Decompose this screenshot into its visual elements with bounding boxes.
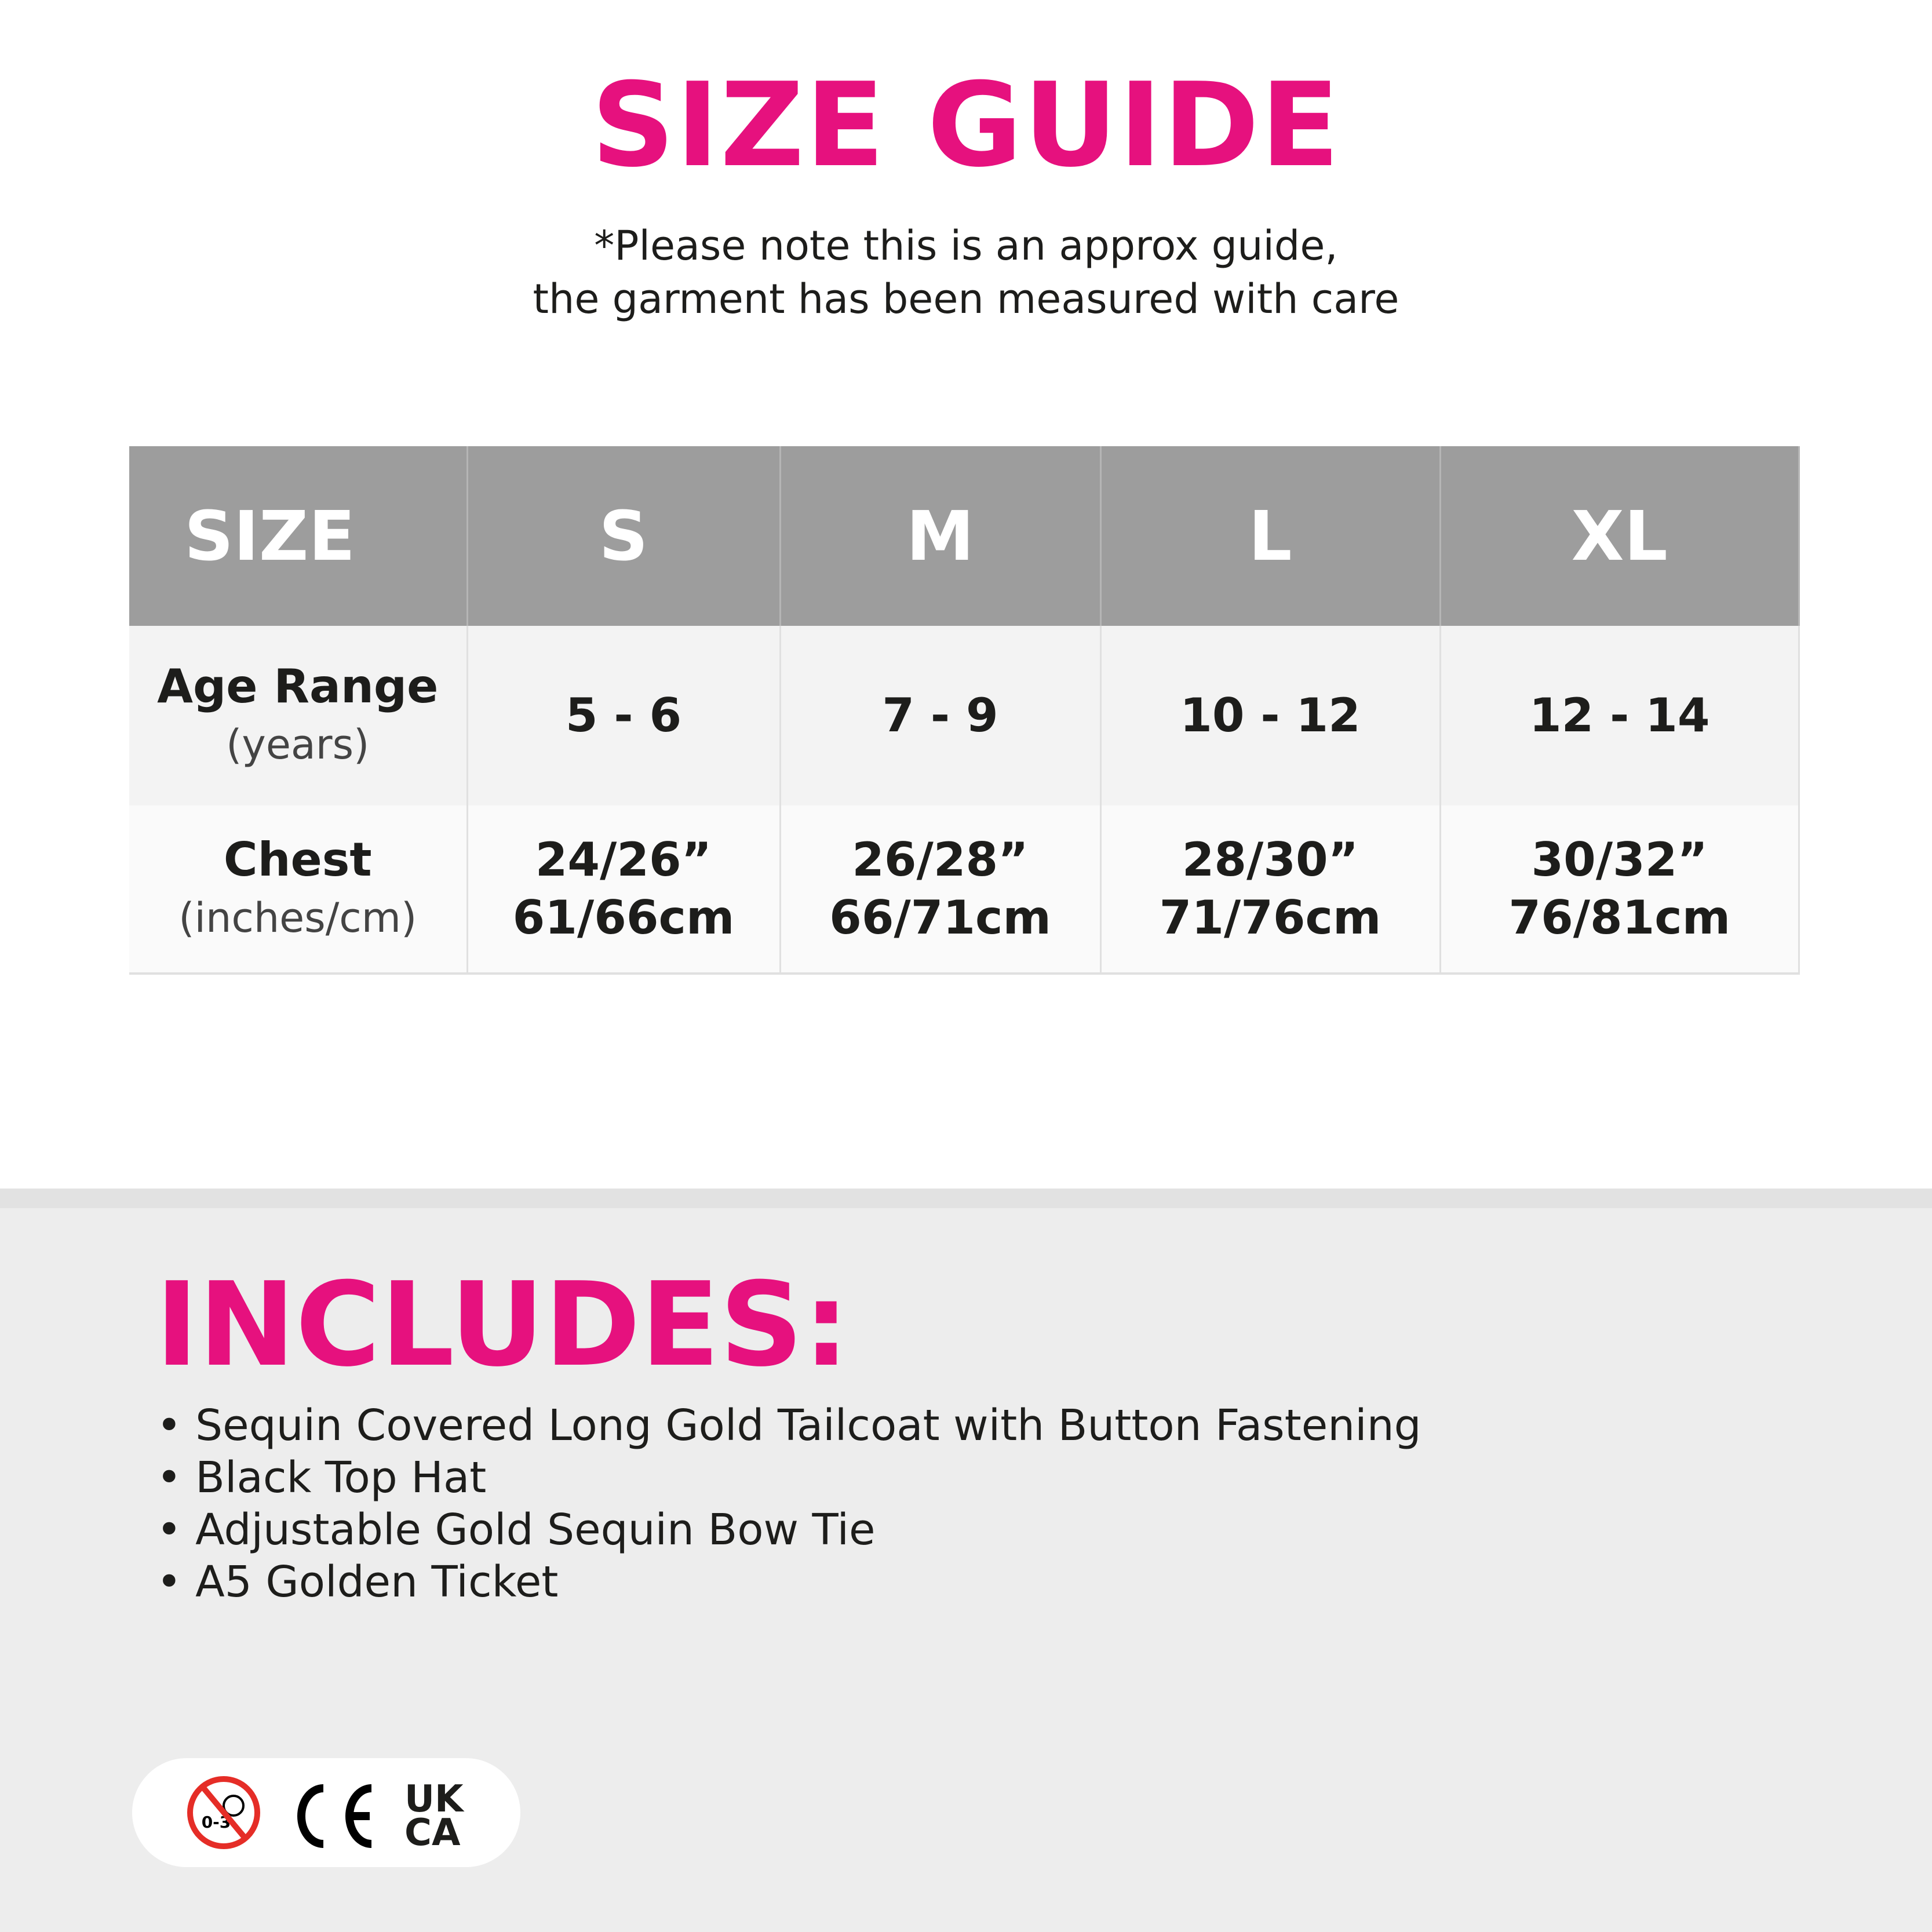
table-row: Chest (inches/cm) 24/26” 61/66cm 26/28” 66/… (129, 805, 1800, 975)
includes-list: • Sequin Covered Long Gold Tailcoat with… (156, 1399, 1421, 1608)
item-text: Black Top Hat (195, 1453, 487, 1503)
header-m: M (780, 446, 1102, 626)
not-for-under-3-icon: 0-3 (187, 1776, 260, 1849)
includes-title: INCLUDES: (155, 1257, 850, 1393)
cm: 76/81cm (1508, 891, 1731, 945)
certification-icons: 0-3 UK CA (187, 1776, 465, 1854)
table-header: SIZE S M L XL (129, 446, 1800, 626)
note-line: *Please note this is an approx guide, (594, 222, 1338, 269)
ce-mark-icon (297, 1784, 372, 1848)
cm: 66/71cm (829, 891, 1051, 945)
inches: 24/26” (535, 833, 712, 887)
cell: 26/28” 66/71cm (780, 805, 1102, 975)
cell: 28/30” 71/76cm (1100, 805, 1441, 975)
list-item: • Sequin Covered Long Gold Tailcoat with… (156, 1401, 1421, 1450)
cell: 12 - 14 (1440, 626, 1800, 805)
cm: 61/66cm (512, 891, 735, 945)
unit: (inches/cm) (178, 894, 417, 942)
cell: 5 - 6 (467, 626, 781, 805)
header-xl: XL (1440, 446, 1800, 626)
inches: 30/32” (1531, 833, 1708, 887)
unit: (years) (226, 721, 370, 768)
list-item: • Adjustable Gold Sequin Bow Tie (156, 1505, 876, 1555)
label: Age Range (157, 659, 439, 713)
note-line: the garment has been measured with care (533, 275, 1399, 323)
header-s: S (467, 446, 781, 626)
list-item: • A5 Golden Ticket (156, 1557, 559, 1607)
ca-label: CA (404, 1811, 461, 1854)
list-item: • Black Top Hat (156, 1453, 487, 1503)
header-size: SIZE (129, 446, 468, 626)
ukca-mark-icon: UK CA (404, 1778, 465, 1854)
row-label: Age Range (years) (129, 626, 468, 805)
item-text: Adjustable Gold Sequin Bow Tie (195, 1505, 876, 1555)
inches: 28/30” (1182, 833, 1359, 887)
cell: 7 - 9 (780, 626, 1102, 805)
inches: 26/28” (852, 833, 1029, 887)
uk-label: UK (404, 1778, 465, 1821)
header-l: L (1100, 446, 1441, 626)
item-text: A5 Golden Ticket (195, 1557, 559, 1607)
cm: 71/76cm (1159, 891, 1381, 945)
divider (0, 1189, 1932, 1208)
row-label: Chest (inches/cm) (129, 805, 468, 975)
size-table: SIZE S M L XL Age Range (years) 5 - 6 7 -… (129, 446, 1800, 975)
page-title: SIZE GUIDE (591, 58, 1341, 193)
label: Chest (223, 833, 372, 887)
cell: 24/26” 61/66cm (467, 805, 781, 975)
cell: 10 - 12 (1100, 626, 1441, 805)
cell: 30/32” 76/81cm (1440, 805, 1800, 975)
certification-badge: 0-3 UK CA (132, 1758, 520, 1867)
table-row: Age Range (years) 5 - 6 7 - 9 10 - 12 12 … (129, 626, 1800, 805)
item-text: Sequin Covered Long Gold Tailcoat with B… (195, 1401, 1421, 1450)
note: *Please note this is an approx guide, th… (0, 219, 1932, 326)
